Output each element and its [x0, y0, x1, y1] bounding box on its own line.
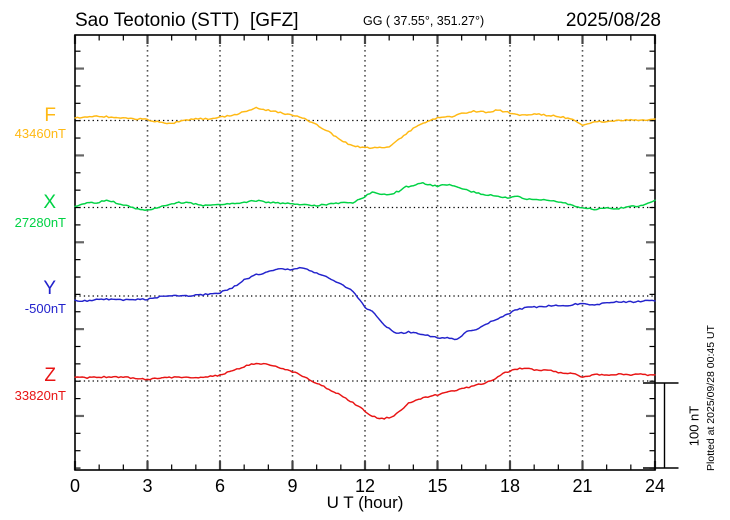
station-title: Sao Teotonio (STT) [GFZ]	[75, 10, 299, 31]
plotted-at-timestamp: Plotted at 2025/09/28 00:45 UT	[705, 325, 717, 471]
x-tick-label: 0	[70, 476, 80, 496]
x-tick-label: 18	[500, 476, 520, 496]
component-label-Z: Z	[44, 365, 56, 386]
trace-F	[74, 106, 656, 150]
component-value-X: 27280nT	[14, 215, 66, 230]
trace-Z	[74, 362, 656, 420]
component-label-X: X	[43, 192, 56, 213]
x-tick-labels: 0 3 6 9 12 15 18 21 24	[70, 476, 665, 496]
component-value-Z: 33820nT	[14, 388, 66, 403]
component-value-F: 43460nT	[14, 126, 66, 141]
x-tick-label: 15	[427, 476, 447, 496]
x-tick-label: 24	[645, 476, 665, 496]
x-tick-label: 6	[215, 476, 225, 496]
y-axis-ticks	[75, 50, 655, 469]
plot-frame	[74, 34, 656, 471]
x-tick-label: 3	[142, 476, 152, 496]
component-label-F: F	[44, 105, 56, 126]
trace-Y	[74, 266, 656, 341]
gridlines	[146, 35, 584, 470]
component-value-Y: -500nT	[24, 301, 66, 316]
geographic-coords: GG ( 37.55°, 351.27°)	[363, 14, 485, 28]
scalebar	[643, 382, 679, 469]
x-axis-label: U T (hour)	[326, 493, 404, 512]
x-tick-label: 21	[572, 476, 592, 496]
plot-date: 2025/08/28	[565, 10, 661, 31]
x-tick-label: 9	[287, 476, 297, 496]
scalebar-label: 100 nT	[686, 405, 702, 447]
x-tick-label: 12	[355, 476, 375, 496]
trace-X	[74, 181, 656, 212]
component-label-Y: Y	[43, 278, 56, 299]
